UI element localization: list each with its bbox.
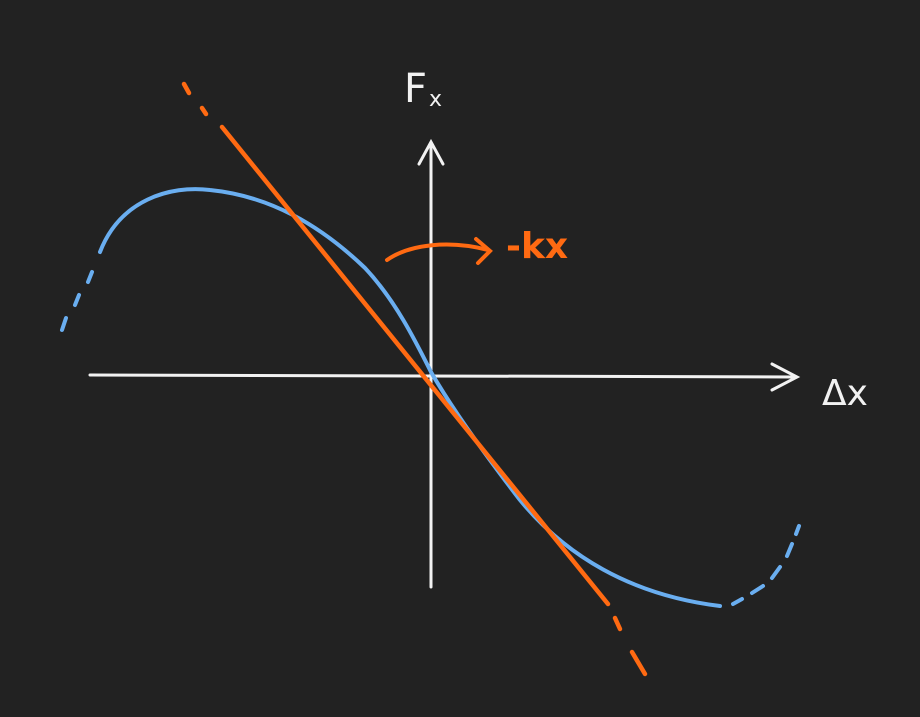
force-curve-dash-right-5 [794,524,801,536]
x-axis-arrowhead [770,362,801,392]
x-axis-label: Δx [822,373,868,414]
tangent-dash-bottom-1 [612,615,623,632]
force-curve-dash-right-1 [731,597,744,606]
annotation-arrowhead [474,237,493,265]
tangent-dash-bottom-2 [629,649,648,677]
annotation-arrow [385,237,493,265]
y-axis-label-subscript: x [429,87,442,112]
force-curve-dash-left-1 [86,270,94,284]
force-curve-dash-left-3 [60,316,68,332]
y-axis-label: Fx [404,66,442,112]
tangent-dash-top-2 [199,105,209,117]
annotation-arrow-curve [385,242,490,262]
x-axis-line [88,373,797,379]
force-curve-dash-right-3 [770,565,782,580]
force-curve-dash-right-2 [750,584,765,595]
axes [88,138,801,589]
force-curve-dash-right-4 [785,542,794,558]
tangent-line-main [219,124,611,607]
force-curve-main [98,187,722,608]
force-curve-dash-left-2 [73,293,81,307]
tangent-annotation-label: -kx [506,226,568,267]
tangent-line [181,81,648,677]
y-axis-arrowhead [417,138,445,166]
tangent-dash-top-1 [181,81,192,96]
